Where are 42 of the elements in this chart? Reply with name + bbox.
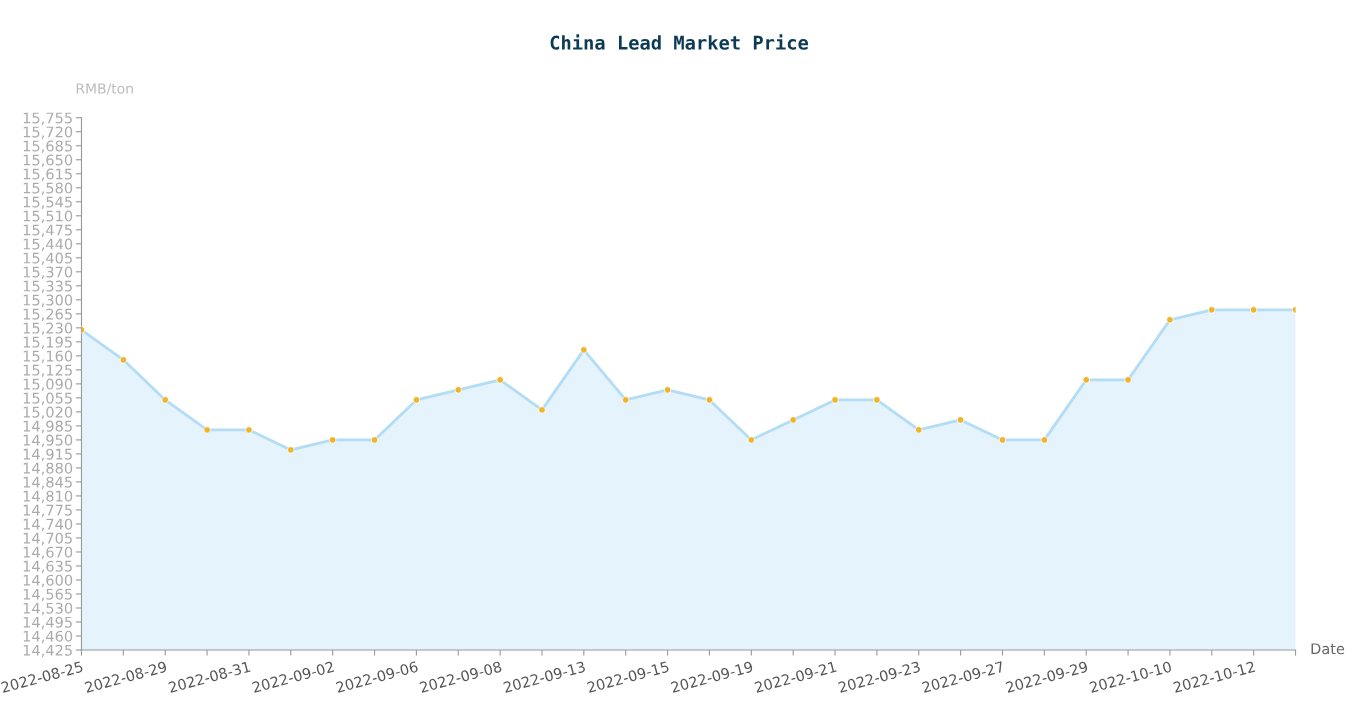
y-axis-title: RMB/ton xyxy=(76,83,133,95)
y-tick-label: 14,600 xyxy=(23,574,73,588)
y-tick-label: 15,720 xyxy=(23,126,73,139)
y-tick-label: 14,740 xyxy=(23,518,73,532)
y-tick-label: 15,090 xyxy=(23,378,73,392)
y-tick-label: 15,020 xyxy=(23,406,73,420)
y-tick-label: 15,160 xyxy=(23,350,73,364)
y-tick-label: 14,845 xyxy=(23,476,72,490)
y-tick-label: 15,440 xyxy=(23,238,73,252)
y-tick-label: 15,370 xyxy=(23,266,73,280)
y-tick-label: 14,915 xyxy=(23,448,72,462)
y-tick-label: 15,265 xyxy=(23,308,72,322)
y-tick-label: 15,230 xyxy=(23,322,73,336)
y-tick-label: 14,880 xyxy=(23,462,73,476)
y-tick-label: 14,810 xyxy=(23,490,73,504)
y-tick-label: 15,545 xyxy=(23,196,72,210)
y-tick-label: 14,425 xyxy=(23,644,72,658)
y-tick-label: 14,775 xyxy=(23,504,72,518)
y-tick-label: 14,565 xyxy=(23,588,72,602)
y-tick-label: 15,755 xyxy=(23,112,72,125)
y-tick-label: 14,705 xyxy=(23,532,72,546)
y-tick-label: 15,650 xyxy=(23,154,73,167)
y-tick-label: 15,685 xyxy=(23,140,72,153)
y-tick-label: 14,985 xyxy=(23,420,72,434)
y-tick-label: 15,125 xyxy=(23,364,72,378)
y-tick-label: 15,510 xyxy=(23,210,73,224)
x-axis-title: Date xyxy=(1311,643,1345,655)
y-tick-label: 15,475 xyxy=(23,224,72,238)
y-tick-label: 14,635 xyxy=(23,560,72,574)
y-tick-label: 15,195 xyxy=(23,336,72,350)
y-tick-label: 15,405 xyxy=(23,252,72,266)
y-tick-label: 14,495 xyxy=(23,616,72,630)
y-tick-label: 14,670 xyxy=(23,546,73,560)
y-tick-label: 15,055 xyxy=(23,392,72,406)
y-tick-label: 14,530 xyxy=(23,602,73,616)
y-tick-label: 14,460 xyxy=(23,630,73,644)
y-tick-label: 15,300 xyxy=(23,294,73,308)
y-tick-label: 14,950 xyxy=(23,434,73,448)
y-tick-label: 15,580 xyxy=(23,182,73,196)
y-tick-label: 15,615 xyxy=(23,168,72,181)
y-tick-label: 15,335 xyxy=(23,280,72,294)
chart-title: China Lead Market Price xyxy=(550,34,809,50)
